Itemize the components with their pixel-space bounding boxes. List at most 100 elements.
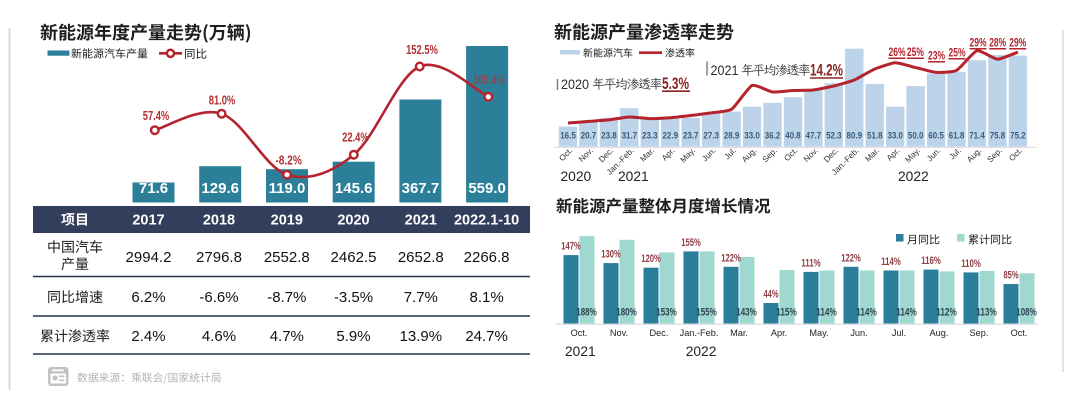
svg-text:2.4%: 2.4% [131, 328, 165, 345]
svg-text:6.2%: 6.2% [131, 289, 165, 306]
svg-text:114%: 114% [856, 307, 877, 319]
svg-text:Jun.: Jun. [925, 146, 942, 163]
svg-text:119.0: 119.0 [269, 180, 306, 197]
svg-text:25%: 25% [907, 47, 924, 59]
svg-text:110%: 110% [961, 258, 981, 270]
svg-text:-8.7%: -8.7% [267, 289, 306, 306]
svg-text:8.1%: 8.1% [469, 289, 503, 306]
svg-text:115%: 115% [776, 307, 797, 319]
svg-text:22.4%: 22.4% [342, 131, 369, 145]
svg-text:2018: 2018 [203, 213, 235, 229]
svg-text:Sep.: Sep. [970, 328, 989, 338]
svg-text:367.7: 367.7 [402, 180, 440, 197]
svg-text:57.4%: 57.4% [143, 109, 170, 123]
svg-text:20.7: 20.7 [581, 131, 597, 141]
svg-text:Aug.: Aug. [965, 146, 983, 164]
svg-text:2652.8: 2652.8 [398, 249, 444, 266]
svg-text:113%: 113% [976, 307, 997, 319]
svg-text:50.0: 50.0 [908, 131, 924, 141]
svg-text:Jun.: Jun. [850, 328, 867, 338]
svg-text:114%: 114% [896, 307, 917, 319]
svg-text:114%: 114% [881, 256, 901, 268]
svg-text:180%: 180% [616, 307, 637, 319]
svg-text:130%: 130% [601, 249, 621, 261]
svg-text:Dec.: Dec. [650, 328, 669, 338]
svg-text:-3.5%: -3.5% [334, 289, 373, 306]
svg-text:122%: 122% [841, 252, 861, 264]
svg-text:2020: 2020 [561, 169, 592, 184]
svg-text:16.5: 16.5 [560, 131, 576, 141]
svg-text:2022.1-10: 2022.1-10 [454, 213, 519, 229]
svg-text:155%: 155% [696, 307, 717, 319]
svg-text:Mar.: Mar. [864, 146, 882, 164]
svg-text:28.9: 28.9 [724, 131, 740, 141]
svg-text:14.2%: 14.2% [810, 61, 843, 80]
svg-text:31.7: 31.7 [622, 131, 638, 141]
svg-text:559.0: 559.0 [468, 180, 506, 197]
svg-text:153%: 153% [656, 307, 677, 319]
svg-text:May.: May. [809, 328, 828, 338]
svg-text:114%: 114% [816, 307, 837, 319]
svg-text:75.2: 75.2 [1010, 131, 1026, 141]
svg-text:4.7%: 4.7% [270, 328, 304, 345]
svg-text:155%: 155% [681, 237, 701, 249]
svg-text:75.8: 75.8 [990, 131, 1006, 141]
svg-text:28%: 28% [989, 38, 1006, 50]
svg-text:26%: 26% [889, 47, 906, 59]
svg-text:52.3: 52.3 [826, 131, 842, 141]
svg-text:116%: 116% [921, 255, 941, 267]
svg-text:22.9: 22.9 [663, 131, 679, 141]
svg-text:Mar.: Mar. [639, 146, 657, 164]
svg-text:2022: 2022 [686, 344, 717, 359]
svg-text:Apr.: Apr. [771, 328, 787, 338]
svg-text:85%: 85% [1004, 269, 1019, 281]
svg-text:Oct.: Oct. [557, 146, 574, 163]
svg-text:2796.8: 2796.8 [196, 249, 242, 266]
svg-text:May.: May. [679, 146, 697, 164]
svg-text:Sep.: Sep. [986, 146, 1004, 164]
svg-text:2022: 2022 [898, 169, 929, 184]
svg-text:2994.2: 2994.2 [126, 249, 172, 266]
svg-text:Jul.: Jul. [948, 146, 963, 161]
svg-text:Jan.-Feb.: Jan.-Feb. [680, 328, 719, 338]
svg-text:108%: 108% [1016, 307, 1037, 319]
svg-text:2021: 2021 [618, 169, 649, 184]
svg-text:61.8: 61.8 [949, 131, 965, 141]
svg-text:29%: 29% [1009, 38, 1026, 50]
svg-text:2017: 2017 [132, 213, 164, 229]
svg-text:13.9%: 13.9% [400, 328, 443, 345]
svg-text:60.5: 60.5 [928, 131, 944, 141]
svg-text:80.9: 80.9 [847, 131, 863, 141]
svg-text:23%: 23% [928, 51, 945, 63]
svg-text:122%: 122% [721, 252, 741, 264]
svg-text:2021: 2021 [405, 213, 437, 229]
svg-text:109.4%: 109.4% [473, 73, 505, 87]
svg-text:33.0: 33.0 [744, 131, 760, 141]
svg-text:27.3: 27.3 [703, 131, 719, 141]
svg-text:145.6: 145.6 [335, 180, 373, 197]
svg-text:Apr.: Apr. [885, 146, 902, 163]
svg-text:May.: May. [904, 146, 922, 164]
svg-text:Nov.: Nov. [610, 328, 628, 338]
svg-text:2021: 2021 [565, 344, 596, 359]
svg-text:Oct.: Oct. [1007, 146, 1024, 163]
svg-text:Nov.: Nov. [577, 146, 595, 164]
svg-text:2020: 2020 [561, 77, 589, 92]
svg-text:25%: 25% [949, 48, 966, 60]
svg-text:36.2: 36.2 [765, 131, 781, 141]
svg-text:23.8: 23.8 [601, 131, 617, 141]
svg-text:129.6: 129.6 [201, 180, 239, 197]
svg-text:-6.6%: -6.6% [199, 289, 238, 306]
svg-text:71.4: 71.4 [969, 131, 985, 141]
svg-text:2552.8: 2552.8 [264, 249, 310, 266]
svg-text:188%: 188% [576, 307, 597, 319]
svg-text:4.6%: 4.6% [202, 328, 236, 345]
svg-text:5.9%: 5.9% [336, 328, 370, 345]
svg-text:Nov.: Nov. [802, 146, 820, 164]
svg-text:Apr.: Apr. [660, 146, 677, 163]
svg-text:44%: 44% [764, 289, 779, 301]
svg-text:71.6: 71.6 [139, 180, 168, 197]
svg-text:Jul.: Jul. [892, 328, 906, 338]
svg-text:152.5%: 152.5% [406, 43, 438, 57]
svg-text:2019: 2019 [271, 213, 303, 229]
